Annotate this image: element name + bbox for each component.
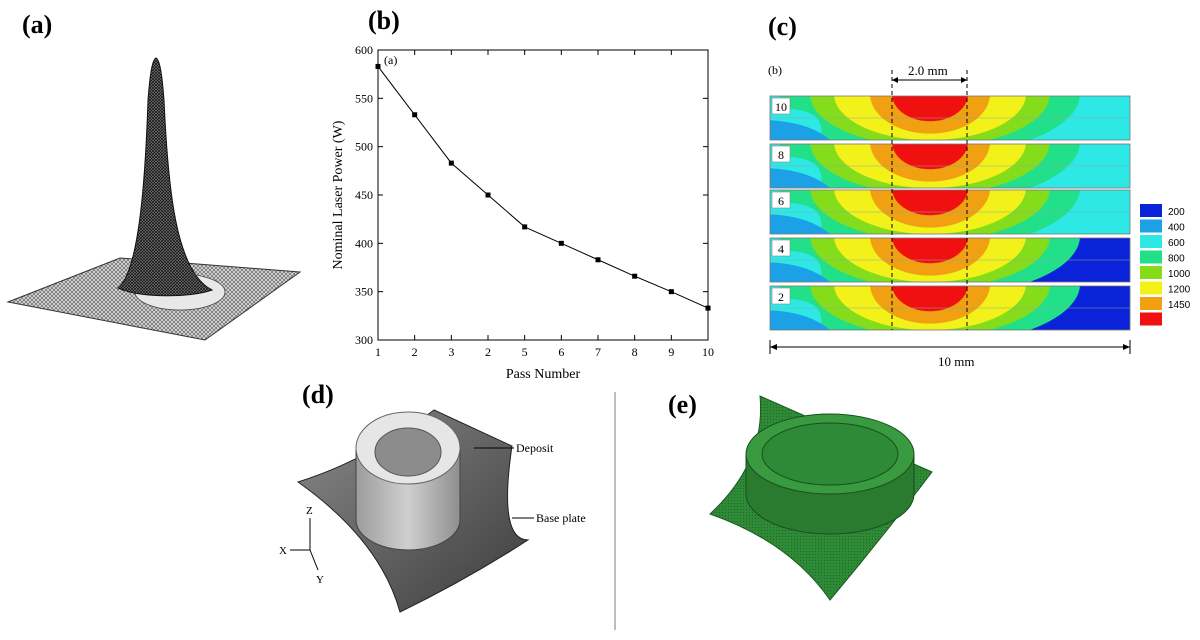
legend-label: 400 (1168, 223, 1185, 234)
data-point (668, 289, 674, 295)
x-axis-label: X (279, 545, 287, 557)
layer-8: 8 (769, 143, 1131, 189)
legend-swatch (1140, 266, 1162, 279)
deposit-hole (374, 427, 442, 477)
power-line (377, 66, 709, 309)
x-tick-label: 9 (668, 345, 674, 359)
panel-label-b: (b) (368, 6, 400, 35)
y-tick-label: 400 (355, 236, 373, 250)
y-tick-label: 350 (355, 285, 373, 299)
data-point (375, 63, 381, 69)
layer-label: 2 (778, 290, 784, 304)
data-point (448, 160, 454, 166)
x-tick-label: 10 (702, 345, 714, 359)
contour-inner-label: (b) (768, 63, 782, 77)
panel-divider (614, 392, 616, 630)
x-tick-label: 6 (558, 345, 564, 359)
legend-swatch (1140, 219, 1162, 233)
z-axis-label: Z (306, 505, 313, 517)
legend-label: 200 (1168, 207, 1185, 218)
base-plate-label: Base plate (536, 511, 586, 525)
x-tick-label: 1 (375, 345, 381, 359)
thermal-contour-figure: (b) 2.0 mm 10 8 6 4 2 200 400 600 800 1000 1200 14… (768, 63, 1190, 369)
laser-power-chart: 300 350 400 450 500 550 600 1 2 3 2 5 6 7 8 9 10 (a) Pass … (331, 43, 714, 380)
panel-label-a: (a) (22, 10, 53, 39)
x-tick-label: 2 (485, 345, 491, 359)
inner-panel-label: (a) (384, 53, 397, 67)
data-point (558, 240, 564, 246)
layer-2: 2 (769, 285, 1131, 331)
y-tick-label: 550 (355, 91, 373, 105)
panel-label-d: (d) (302, 380, 334, 409)
legend-swatch (1140, 312, 1162, 326)
layer-10: 10 (769, 95, 1131, 141)
legend-label: 600 (1168, 238, 1185, 249)
y-axis (309, 549, 319, 571)
layer-label: 6 (778, 194, 784, 208)
length-annotation: 10 mm (938, 354, 974, 369)
plot-frame (377, 49, 709, 341)
width-annotation: 2.0 mm (908, 63, 948, 78)
layer-label: 8 (778, 148, 784, 162)
legend-swatch (1140, 235, 1162, 248)
deposit-label: Deposit (516, 441, 554, 455)
x-axis-title: Pass Number (506, 367, 581, 380)
y-axis-label: Y (316, 574, 324, 586)
legend-swatch (1140, 250, 1162, 264)
data-point (632, 273, 638, 279)
deposit-model-figure: Deposit Base plate Z X Y (279, 409, 586, 613)
x-tick-label: 7 (595, 345, 601, 359)
legend-label: 1200 (1168, 285, 1190, 296)
x-tick-label: 8 (632, 345, 638, 359)
x-tick-label: 3 (448, 345, 454, 359)
data-point (485, 192, 491, 198)
x-tick-label: 2 (412, 345, 418, 359)
legend-label: 800 (1168, 254, 1185, 265)
layer-6: 6 (769, 189, 1131, 235)
data-point (595, 257, 601, 263)
legend-label: 1000 (1168, 269, 1190, 280)
layer-4: 4 (769, 237, 1131, 283)
temperature-legend: 200 400 600 800 1000 1200 1450 (1140, 204, 1190, 326)
legend-label: 1450 (1168, 300, 1190, 311)
mesh-model-figure (709, 395, 933, 601)
y-tick-label: 300 (355, 333, 373, 347)
panel-label-c: (c) (768, 12, 797, 41)
y-tick-label: 450 (355, 188, 373, 202)
legend-swatch (1140, 297, 1162, 310)
y-tick-label: 500 (355, 140, 373, 154)
y-tick-label: 600 (355, 43, 373, 57)
panel-label-e: (e) (668, 390, 697, 419)
green-inner-disc (761, 422, 899, 486)
x-tick-label: 5 (522, 345, 528, 359)
y-axis-title: Nominal Laser Power (W) (331, 120, 346, 269)
data-point (705, 305, 711, 311)
layer-label: 4 (778, 242, 784, 256)
mesh-gaussian-peak (117, 57, 214, 297)
legend-swatch (1140, 281, 1162, 295)
legend-swatch (1140, 204, 1162, 217)
layer-label: 10 (775, 100, 787, 114)
data-point (522, 224, 528, 230)
data-point (412, 112, 418, 118)
gaussian-mesh-figure (6, 57, 302, 341)
